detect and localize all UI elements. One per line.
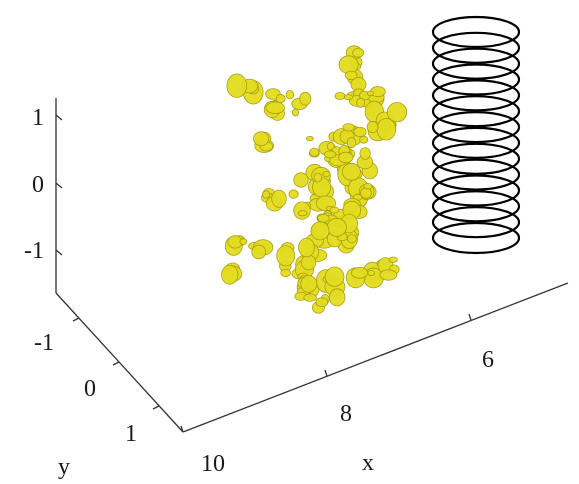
isosurface-blob [253, 131, 270, 147]
isosurface-blob [221, 264, 239, 285]
y-tick-label-1: 1 [125, 421, 137, 447]
isosurface-blob [326, 217, 347, 237]
isosurface-blob [353, 126, 367, 138]
z-tick-minus1 [55, 249, 63, 256]
isosurface [221, 45, 408, 314]
isosurface-blob [342, 123, 355, 132]
x-tick-8 [324, 369, 328, 377]
x-tick-label-8: 8 [340, 401, 352, 427]
x-tick-label-10: 10 [201, 451, 225, 477]
isosurface-blob [334, 92, 346, 101]
isosurface-blob [329, 206, 340, 214]
coil-ring [431, 31, 521, 64]
isosurface-blob [323, 150, 337, 159]
isosurface-blob [356, 97, 366, 108]
isosurface-blob [265, 101, 285, 115]
isosurface-blob [288, 189, 299, 199]
isosurface-blob [338, 151, 354, 164]
isosurface-blob [329, 288, 346, 307]
coil-ring [431, 126, 521, 159]
isosurface-blob [346, 137, 357, 149]
x-tick-10 [180, 425, 184, 433]
coil-ring [431, 174, 521, 207]
isosurface-blob [386, 102, 408, 123]
isosurface-blob [280, 268, 291, 278]
isosurface-blob [343, 94, 353, 101]
isosurface-blob [285, 89, 295, 100]
x-tick-label-6: 6 [482, 347, 494, 373]
isosurface-blob [322, 170, 331, 178]
isosurface-blob [297, 210, 308, 217]
isosurface-blob [315, 297, 329, 308]
y-tick-0 [112, 361, 120, 366]
isosurface-blob [366, 90, 374, 96]
coil-ring [431, 47, 521, 80]
isosurface-blob [317, 214, 330, 223]
isosurface-blob [239, 238, 248, 245]
isosurface-blob [344, 70, 358, 81]
z-tick-label-minus1: -1 [24, 238, 44, 264]
x-axis-label: x [362, 450, 374, 476]
coil-ring [431, 95, 521, 128]
coil-ring [431, 190, 521, 223]
isosurface-blob [376, 117, 397, 141]
isosurface-blob [300, 254, 317, 271]
isosurface-blob [303, 293, 317, 302]
y-tick-minus1 [72, 317, 80, 322]
isosurface-blob [367, 270, 376, 277]
isosurface-blob [350, 266, 369, 279]
isosurface-blob [251, 244, 267, 260]
isosurface-blob [338, 55, 359, 74]
isosurface-blob [305, 136, 314, 142]
isosurface-blob [276, 245, 296, 267]
z-tick-label-0: 0 [32, 172, 44, 198]
isosurface-blob [346, 234, 357, 244]
isosurface-blob [275, 93, 286, 104]
isosurface-blob [271, 189, 287, 208]
isosurface-blob [341, 162, 361, 181]
x-axis-line [182, 282, 569, 433]
coil-ring [431, 63, 521, 96]
isosurface-blob [299, 91, 312, 106]
y-tick-label-0: 0 [84, 376, 96, 402]
z-tick-1 [55, 114, 63, 121]
isosurface-blob [379, 269, 398, 281]
isosurface-blob [363, 182, 373, 190]
coil-ring [431, 110, 521, 144]
z-tick-0 [55, 182, 63, 189]
coil-ring [431, 79, 521, 112]
y-axis-label: y [58, 454, 70, 480]
axes-frame [55, 98, 569, 433]
tick-marks [55, 114, 472, 433]
isosurface-blob [352, 47, 365, 58]
coil-ring [431, 206, 521, 239]
coil-ring [431, 158, 521, 191]
isosurface-blob [261, 190, 271, 199]
x-tick-6 [468, 313, 472, 321]
isosurface-blob [310, 221, 330, 241]
y-tick-1 [152, 405, 160, 410]
isosurface-blob [300, 275, 318, 293]
isosurface-blob [359, 147, 371, 160]
y-tick-label-minus1: -1 [34, 330, 54, 356]
isosurface-blob [298, 237, 315, 258]
isosurface-blob [226, 73, 248, 98]
isosurface-blob [291, 108, 299, 117]
coil-ring [431, 15, 521, 49]
y-axis-line [55, 292, 184, 433]
coil-ring [431, 142, 521, 175]
isosurface-blob [313, 172, 323, 183]
isosurface-blob [366, 121, 379, 134]
z-tick-label-1: 1 [32, 105, 44, 131]
coil-ring [431, 221, 521, 255]
tick-labels: 1 0 -1 -1 0 1 10 8 6 [24, 105, 494, 477]
isosurface-blob [388, 256, 398, 263]
isosurface-blob [309, 147, 320, 157]
isosurface-blob [359, 135, 369, 144]
isosurface-blob [324, 266, 345, 287]
isosurface-blob [293, 172, 309, 188]
coil [431, 15, 521, 255]
